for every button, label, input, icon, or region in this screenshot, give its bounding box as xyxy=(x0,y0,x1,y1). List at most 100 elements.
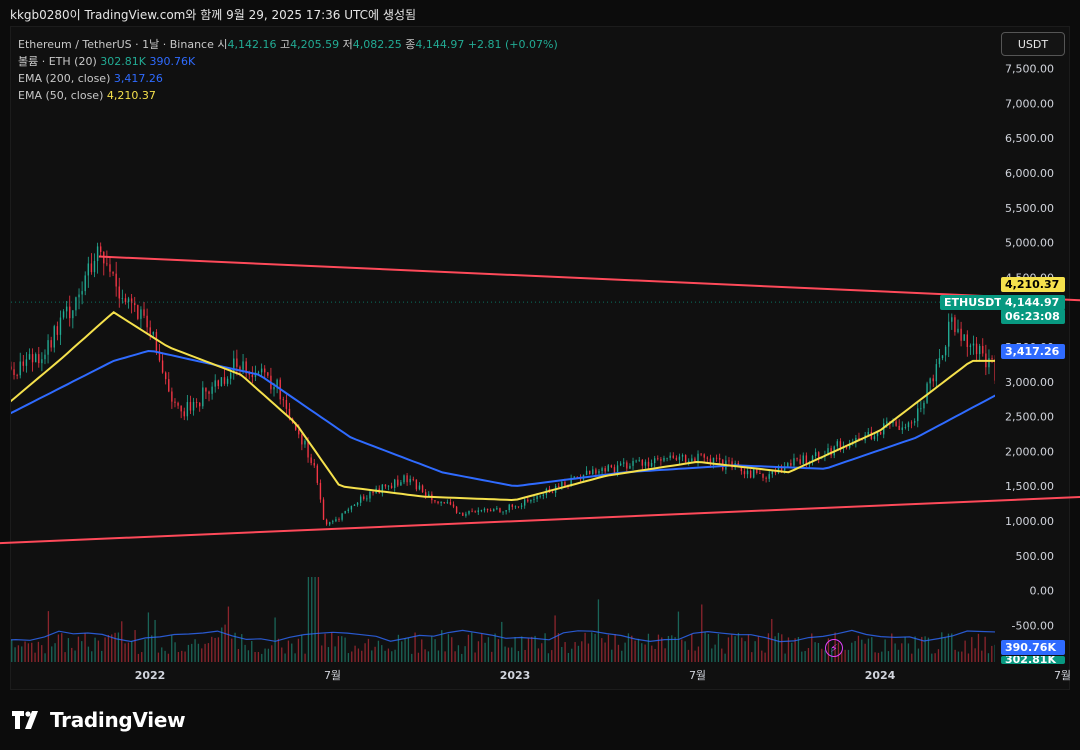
candle-body xyxy=(827,448,829,456)
candle-body xyxy=(1038,329,1039,331)
volume-bar xyxy=(314,577,316,662)
lightning-icon[interactable]: ⚡ xyxy=(825,639,843,657)
volume-bar xyxy=(294,653,296,662)
candle-body xyxy=(78,294,80,298)
volume-bar xyxy=(157,652,160,662)
volume-bar xyxy=(921,636,923,662)
candle-body xyxy=(56,326,59,335)
volume-value-1: 302.81K xyxy=(100,55,146,68)
candle-body xyxy=(879,431,882,435)
candle-body xyxy=(236,358,238,367)
volume-bar xyxy=(631,635,633,662)
candle-body xyxy=(601,468,603,471)
countdown-tag: 06:23:08 xyxy=(1001,309,1065,324)
volume-bar xyxy=(57,634,60,662)
candle-body xyxy=(1069,355,1070,364)
volume-bar xyxy=(387,648,390,662)
candle-body xyxy=(449,502,452,505)
volume-bar xyxy=(307,577,310,662)
symbol-tag: ETHUSDT xyxy=(940,295,1006,310)
volume-bar xyxy=(167,653,170,662)
volume-bar xyxy=(754,641,756,662)
candle-body xyxy=(112,271,114,274)
candle-body xyxy=(957,328,959,333)
candle-body xyxy=(709,458,712,465)
candle-body xyxy=(372,491,374,493)
candle-body xyxy=(229,373,232,379)
candle-body xyxy=(322,499,325,520)
volume-label: 볼륨 · ETH (20) xyxy=(18,55,97,68)
candle-body xyxy=(536,496,538,500)
candle-body xyxy=(192,401,195,411)
candle-body xyxy=(489,510,492,512)
volume-bar xyxy=(24,641,26,662)
volume-bar xyxy=(581,641,583,662)
candle-body xyxy=(164,372,167,380)
high-value: 4,205.59 xyxy=(290,38,340,51)
volume-bar xyxy=(591,632,593,662)
candle-body xyxy=(384,484,387,487)
candle-body xyxy=(338,519,340,520)
candle-body xyxy=(174,401,176,403)
volume-bar xyxy=(597,599,600,662)
volume-bar xyxy=(364,643,366,662)
candle-body xyxy=(951,317,953,322)
volume-bar xyxy=(494,633,496,662)
volume-bar xyxy=(927,637,930,662)
volume-bar xyxy=(287,640,290,662)
volume-bar xyxy=(154,619,156,662)
volume-bar xyxy=(71,647,73,662)
candle-body xyxy=(573,476,575,478)
currency-button[interactable]: USDT xyxy=(1001,32,1065,56)
volume-bar xyxy=(717,633,720,662)
candle-body xyxy=(904,427,907,428)
volume-bar xyxy=(811,633,813,662)
tradingview-logo[interactable]: TradingView xyxy=(12,708,186,732)
volume-bar xyxy=(357,648,360,662)
candle-body xyxy=(570,477,572,487)
volume-bar xyxy=(941,632,943,662)
trendline-1 xyxy=(0,496,1080,545)
candle-body xyxy=(697,453,699,462)
candle-body xyxy=(137,305,139,319)
volume-bar xyxy=(747,634,750,662)
legend-volume-row[interactable]: 볼륨 · ETH (20) 302.81K 390.76K xyxy=(18,53,558,70)
legend-ema200-row[interactable]: EMA (200, close) 3,417.26 xyxy=(18,70,558,87)
candle-body xyxy=(34,354,37,363)
volume-bar xyxy=(497,639,500,662)
volume-bar xyxy=(211,636,213,662)
candle-body xyxy=(743,471,746,475)
candle-body xyxy=(7,366,8,374)
volume-bar xyxy=(41,645,43,662)
candle-body xyxy=(177,402,179,406)
volume-bar xyxy=(281,647,283,662)
volume-bar xyxy=(1078,646,1079,662)
volume-bar xyxy=(661,637,663,662)
candle-body xyxy=(749,470,752,478)
volume-bar xyxy=(701,604,703,662)
volume-bar xyxy=(937,649,940,662)
volume-bar xyxy=(87,646,90,662)
candle-body xyxy=(186,402,189,417)
candle-body xyxy=(486,508,489,511)
volume-bar xyxy=(934,653,936,662)
volume-bar xyxy=(761,650,763,662)
plot-area[interactable] xyxy=(0,242,1080,662)
volume-bar xyxy=(67,638,70,662)
candle-body xyxy=(171,391,173,402)
candle-body xyxy=(152,331,155,335)
volume-bar xyxy=(144,639,146,662)
candle-body xyxy=(653,458,656,464)
candle-body xyxy=(994,358,995,381)
candle-body xyxy=(474,511,476,513)
legend-ema50-row[interactable]: EMA (50, close) 4,210.37 xyxy=(18,87,558,104)
volume-bar xyxy=(361,650,363,662)
candle-body xyxy=(799,459,801,464)
candle-body xyxy=(28,354,31,360)
symbol-title: Ethereum / TetherUS · 1날 · Binance xyxy=(18,38,214,51)
volume-bar xyxy=(764,652,766,662)
candle-body xyxy=(446,502,449,503)
candle-body xyxy=(753,469,755,478)
ema200-price-tag: 3,417.26 xyxy=(1001,344,1065,359)
